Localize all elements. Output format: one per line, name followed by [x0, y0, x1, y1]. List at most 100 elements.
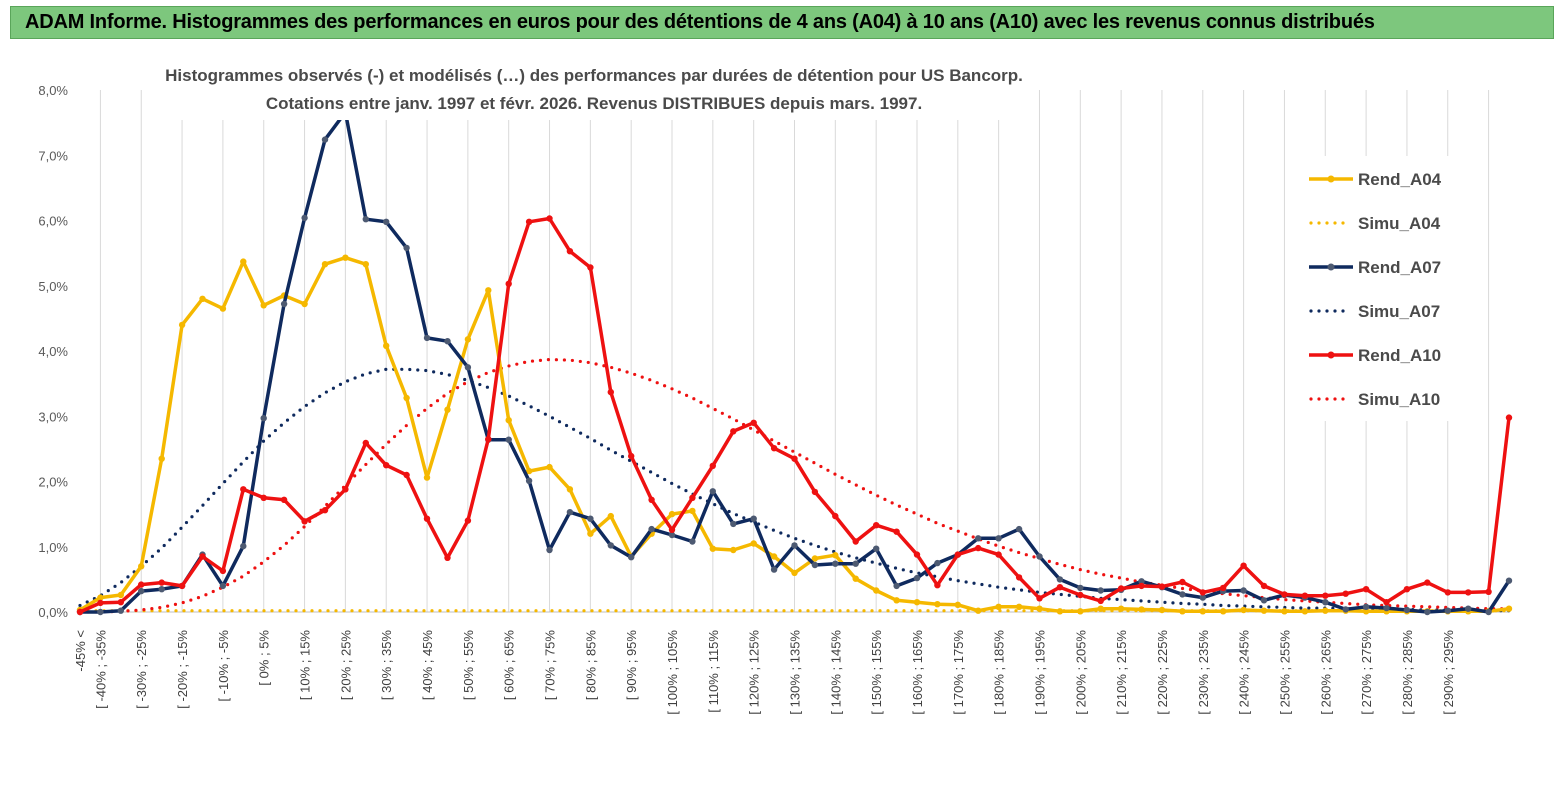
data-point: [97, 608, 104, 616]
data-point: [995, 535, 1002, 542]
data-point: [280, 496, 288, 503]
data-point: [750, 515, 757, 522]
data-point: [240, 542, 247, 550]
data-point: [954, 601, 961, 608]
data-point: [566, 486, 574, 493]
data-point: [1403, 606, 1411, 614]
data-point: [770, 566, 778, 573]
data-point: [852, 560, 859, 567]
data-point: [1485, 588, 1492, 595]
data-point: [1465, 605, 1472, 612]
data-point: [975, 535, 982, 542]
legend-label: Rend_A04: [1358, 170, 1442, 189]
data-point: [1403, 586, 1411, 593]
data-point: [444, 554, 451, 561]
data-point: [1281, 608, 1288, 615]
x-tick-label: [ -10% ; -5%: [216, 630, 231, 702]
data-point: [1220, 584, 1227, 592]
y-tick-label: 0,0%: [38, 605, 68, 620]
data-point: [913, 551, 921, 558]
data-point: [280, 300, 288, 308]
data-point: [1444, 607, 1452, 614]
data-point: [505, 436, 512, 443]
y-tick-label: 2,0%: [38, 475, 68, 490]
data-point: [301, 518, 308, 525]
legend-label: Simu_A10: [1358, 390, 1440, 409]
data-point: [1260, 607, 1268, 614]
data-point: [893, 528, 900, 535]
data-point: [1199, 608, 1207, 615]
x-tick-label: -45% <: [73, 630, 88, 672]
data-point: [525, 467, 533, 475]
data-point: [260, 302, 267, 309]
data-point: [423, 334, 431, 342]
legend-label: Rend_A07: [1358, 258, 1441, 277]
x-tick-label: [ 70% ; 75%: [543, 630, 558, 701]
data-point: [219, 582, 227, 590]
data-point: [1138, 606, 1145, 613]
data-point: [791, 455, 798, 462]
data-point: [934, 582, 941, 589]
data-point: [219, 305, 227, 312]
x-tick-label: [ 270% ; 275%: [1359, 630, 1374, 715]
data-point: [383, 218, 390, 225]
data-point: [607, 388, 614, 396]
y-tick-label: 6,0%: [38, 214, 68, 229]
data-point: [628, 452, 635, 460]
data-point: [750, 540, 757, 547]
data-point: [138, 587, 145, 595]
data-point: [321, 261, 329, 268]
data-point: [199, 553, 206, 560]
data-point: [301, 214, 308, 222]
x-tick-label: [ 130% ; 135%: [788, 630, 803, 715]
x-tick-label: [ 220% ; 225%: [1155, 630, 1170, 715]
series-rend-a07: [76, 109, 1513, 616]
data-point: [383, 462, 390, 469]
data-point: [178, 582, 186, 590]
data-point: [1015, 603, 1023, 610]
data-point: [219, 567, 227, 575]
data-point: [1138, 578, 1145, 585]
data-point: [648, 496, 655, 503]
data-point: [811, 488, 819, 496]
legend-label: Rend_A10: [1358, 346, 1441, 365]
data-point: [607, 512, 614, 520]
series-line-simu-a07: [78, 367, 1511, 613]
x-tick-label: [ 20% ; 25%: [338, 630, 353, 701]
data-point: [158, 455, 165, 462]
data-point: [1077, 584, 1084, 592]
data-point: [852, 575, 859, 582]
data-point: [1117, 605, 1125, 612]
data-point: [97, 594, 104, 601]
data-point: [1260, 582, 1268, 590]
data-point: [403, 394, 410, 402]
data-point: [342, 254, 349, 261]
x-tick-label: [ 200% ; 205%: [1073, 630, 1088, 715]
y-tick-label: 4,0%: [38, 344, 68, 359]
data-point: [1077, 608, 1084, 615]
x-tick-label: [ 140% ; 145%: [828, 630, 843, 715]
legend-box: [1298, 156, 1466, 421]
data-point: [832, 552, 839, 559]
legend-label: Simu_A04: [1358, 214, 1441, 233]
data-point: [1097, 587, 1104, 594]
data-point: [178, 321, 186, 329]
legend-item-rend-a07: Rend_A07: [1309, 258, 1441, 277]
data-point: [1179, 608, 1186, 615]
data-point: [1015, 574, 1023, 581]
data-point: [1056, 608, 1064, 615]
data-point: [975, 544, 982, 552]
legend-marker: [1327, 351, 1335, 359]
data-point: [709, 488, 716, 495]
x-tick-label: [ 50% ; 55%: [461, 630, 476, 701]
data-point: [709, 545, 716, 552]
data-point: [730, 546, 737, 554]
y-tick-label: 5,0%: [38, 279, 68, 294]
data-point: [1301, 592, 1309, 599]
data-point: [117, 599, 125, 606]
data-point: [587, 530, 594, 537]
data-point: [934, 601, 941, 608]
data-point: [1199, 589, 1207, 596]
x-tick-label: [ 260% ; 265%: [1318, 630, 1333, 715]
